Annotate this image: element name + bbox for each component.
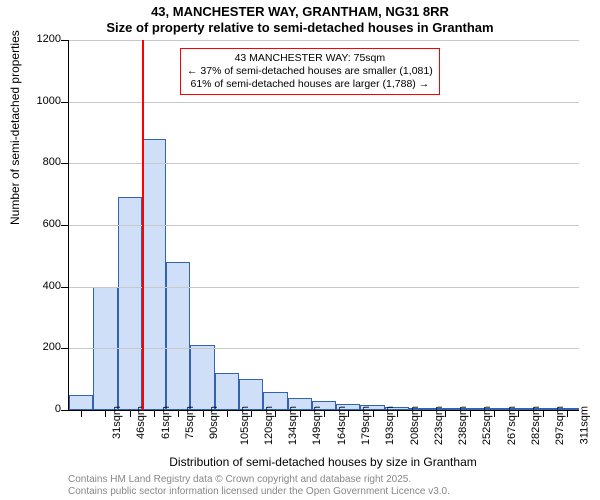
x-tick-label: 223sqm <box>433 406 445 445</box>
x-tick-label: 75sqm <box>184 406 196 439</box>
x-tick <box>154 411 155 417</box>
x-tick <box>373 411 374 417</box>
y-tick <box>61 287 69 288</box>
bar <box>69 395 93 410</box>
chart-container: 43, MANCHESTER WAY, GRANTHAM, NG31 8RR S… <box>0 0 600 500</box>
x-tick-label: 208sqm <box>409 406 421 445</box>
chart-title-line1: 43, MANCHESTER WAY, GRANTHAM, NG31 8RR <box>0 4 600 19</box>
x-tick <box>275 411 276 417</box>
y-tick-label: 400 <box>23 280 61 292</box>
x-tick <box>494 411 495 417</box>
gridline <box>69 225 579 226</box>
x-axis-label: Distribution of semi-detached houses by … <box>68 455 578 469</box>
y-tick-label: 800 <box>23 156 61 168</box>
x-tick <box>300 411 301 417</box>
x-tick-label: 311sqm <box>578 406 590 444</box>
x-tick-label: 193sqm <box>384 406 396 445</box>
y-tick-label: 600 <box>23 218 61 230</box>
x-tick-label: 149sqm <box>312 406 324 445</box>
y-tick <box>61 163 69 164</box>
x-tick <box>324 411 325 417</box>
x-tick <box>518 411 519 417</box>
x-tick <box>397 411 398 417</box>
x-tick-label: 134sqm <box>287 406 299 445</box>
gridline <box>69 287 579 288</box>
x-tick <box>130 411 131 417</box>
x-tick-label: 46sqm <box>135 406 147 439</box>
annotation-line1: 43 MANCHESTER WAY: 75sqm <box>187 52 433 65</box>
x-tick-label: 282sqm <box>530 406 542 445</box>
bar <box>142 139 166 410</box>
bar <box>215 373 239 410</box>
y-tick-label: 0 <box>23 403 61 415</box>
y-tick-label: 1200 <box>23 33 61 45</box>
annotation-line3: 61% of semi-detached houses are larger (… <box>187 78 433 91</box>
x-tick-label: 267sqm <box>506 406 518 445</box>
x-tick <box>445 411 446 417</box>
x-tick <box>567 411 568 417</box>
x-tick <box>81 411 82 417</box>
x-tick-label: 252sqm <box>482 406 494 445</box>
gridline <box>69 102 579 103</box>
gridline <box>69 348 579 349</box>
x-tick-label: 31sqm <box>111 406 123 439</box>
gridline <box>69 163 579 164</box>
x-tick-label: 61sqm <box>160 406 172 439</box>
x-tick <box>251 411 252 417</box>
x-tick <box>348 411 349 417</box>
x-tick-label: 179sqm <box>360 406 372 445</box>
x-tick-label: 120sqm <box>263 406 275 445</box>
x-tick <box>421 411 422 417</box>
y-tick <box>61 225 69 226</box>
x-tick-label: 105sqm <box>239 406 251 445</box>
y-tick <box>61 102 69 103</box>
y-tick <box>61 40 69 41</box>
x-tick <box>227 411 228 417</box>
footer-line2: Contains public sector information licen… <box>68 486 450 498</box>
gridline <box>69 40 579 41</box>
bar <box>118 197 142 410</box>
y-axis-label: Number of semi-detached properties <box>8 30 22 225</box>
marker-line <box>142 40 144 410</box>
x-tick <box>543 411 544 417</box>
plot-area: 02004006008001000120031sqm46sqm61sqm75sq… <box>68 40 579 411</box>
annotation-line2: ← 37% of semi-detached houses are smalle… <box>187 65 433 78</box>
bar <box>166 262 190 410</box>
y-tick <box>61 348 69 349</box>
chart-title-line2: Size of property relative to semi-detach… <box>0 20 600 35</box>
x-tick-label: 297sqm <box>554 406 566 445</box>
y-tick <box>61 410 69 411</box>
x-tick-label: 164sqm <box>336 406 348 445</box>
x-tick <box>470 411 471 417</box>
x-tick-label: 90sqm <box>208 406 220 439</box>
x-tick <box>105 411 106 417</box>
x-tick <box>178 411 179 417</box>
x-tick <box>203 411 204 417</box>
y-tick-label: 1000 <box>23 95 61 107</box>
footer-line1: Contains HM Land Registry data © Crown c… <box>68 474 450 486</box>
bar <box>190 345 214 410</box>
footer-text: Contains HM Land Registry data © Crown c… <box>68 474 450 498</box>
y-tick-label: 200 <box>23 341 61 353</box>
x-tick-label: 238sqm <box>457 406 469 445</box>
annotation-box: 43 MANCHESTER WAY: 75sqm ← 37% of semi-d… <box>180 48 440 95</box>
